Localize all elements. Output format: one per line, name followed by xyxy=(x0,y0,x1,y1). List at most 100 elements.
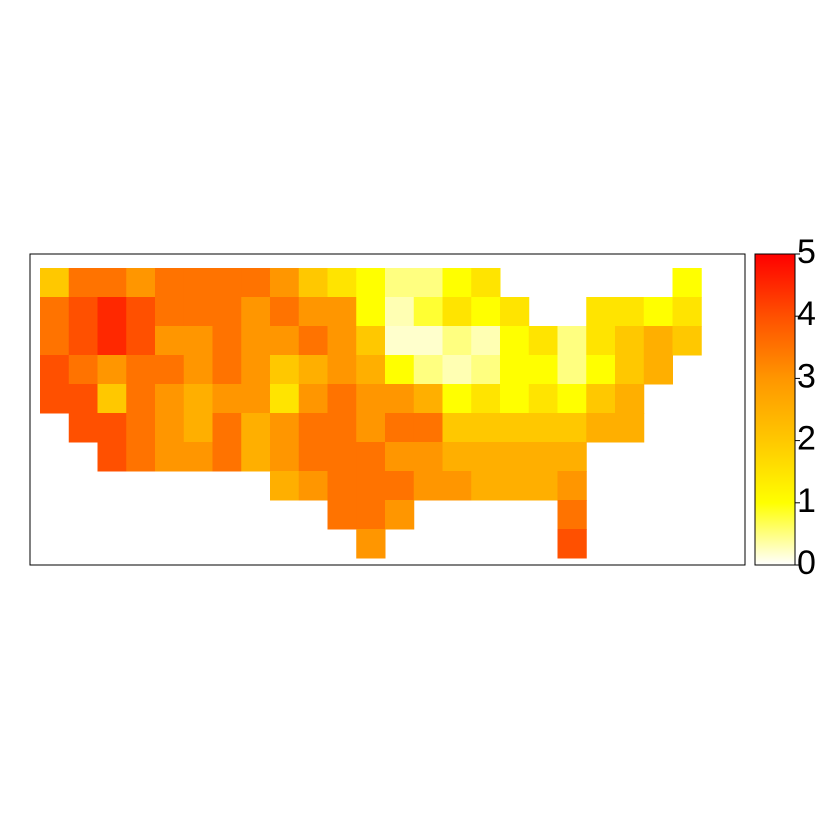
map-cell xyxy=(442,355,472,385)
map-cell xyxy=(40,297,70,327)
map-cell xyxy=(97,268,127,298)
map-cell xyxy=(212,442,242,472)
map-cell xyxy=(442,297,472,327)
map-cell xyxy=(327,297,357,327)
map-cell xyxy=(241,442,271,472)
map-cell xyxy=(356,500,386,530)
map-cell xyxy=(40,326,70,356)
map-cell xyxy=(327,268,357,298)
map-cell xyxy=(557,413,587,443)
map-cells xyxy=(40,268,702,559)
map-cell xyxy=(385,413,415,443)
map-cell xyxy=(241,326,271,356)
map-cell xyxy=(471,413,501,443)
map-cell xyxy=(356,442,386,472)
map-cell xyxy=(183,268,213,298)
map-cell xyxy=(241,268,271,298)
map-cell xyxy=(126,326,156,356)
map-cell xyxy=(500,413,530,443)
map-cell xyxy=(615,384,645,414)
map-cell xyxy=(270,442,300,472)
map-cell xyxy=(471,471,501,501)
map-cell xyxy=(413,297,443,327)
map-cell xyxy=(212,355,242,385)
map-cell xyxy=(672,326,702,356)
map-cell xyxy=(126,268,156,298)
map-cell xyxy=(183,442,213,472)
map-cell xyxy=(155,442,185,472)
map-cell xyxy=(270,297,300,327)
map-frame xyxy=(29,253,746,566)
map-cell xyxy=(385,384,415,414)
map-cell xyxy=(471,355,501,385)
map-cell xyxy=(586,326,616,356)
map-cell xyxy=(126,355,156,385)
map-cell xyxy=(40,268,70,298)
map-cell xyxy=(270,471,300,501)
map-cell xyxy=(557,355,587,385)
map-cell xyxy=(528,471,558,501)
map-cell xyxy=(212,268,242,298)
colorbar xyxy=(755,254,795,565)
map-cell xyxy=(126,442,156,472)
map-cell xyxy=(183,355,213,385)
map-cell xyxy=(413,442,443,472)
map-cell xyxy=(557,529,587,559)
map-cell xyxy=(298,326,328,356)
map-cell xyxy=(471,268,501,298)
map-cell xyxy=(356,413,386,443)
map-cell xyxy=(586,297,616,327)
map-cell xyxy=(672,297,702,327)
map-cell xyxy=(298,413,328,443)
map-cell xyxy=(356,326,386,356)
map-cell xyxy=(413,355,443,385)
map-cell xyxy=(68,297,98,327)
map-cell xyxy=(500,355,530,385)
map-cell xyxy=(40,384,70,414)
map-cell xyxy=(672,268,702,298)
map-cell xyxy=(442,326,472,356)
map-cell xyxy=(615,413,645,443)
map-cell xyxy=(528,413,558,443)
map-cell xyxy=(97,355,127,385)
colorbar-frame xyxy=(754,253,796,566)
map-cell xyxy=(586,384,616,414)
map-cell xyxy=(68,355,98,385)
colorbar-tick-label: 3 xyxy=(797,357,816,395)
map-cell xyxy=(385,442,415,472)
map-cell xyxy=(298,384,328,414)
map-cell xyxy=(155,297,185,327)
map-cell xyxy=(528,326,558,356)
map-cell xyxy=(327,471,357,501)
map-cell xyxy=(298,355,328,385)
map-cell xyxy=(643,355,673,385)
map-cell xyxy=(327,413,357,443)
map-cell xyxy=(500,471,530,501)
map-cell xyxy=(643,326,673,356)
map-cell xyxy=(413,268,443,298)
map-cell xyxy=(557,471,587,501)
colorbar-tick-label: 0 xyxy=(797,544,816,582)
map-cell xyxy=(212,384,242,414)
map-cell xyxy=(385,471,415,501)
map-cell xyxy=(356,384,386,414)
map-cell xyxy=(126,413,156,443)
map-cell xyxy=(270,355,300,385)
map-cell xyxy=(385,268,415,298)
map-cell xyxy=(557,500,587,530)
map-cell xyxy=(356,268,386,298)
map-cell xyxy=(241,413,271,443)
map-cell xyxy=(615,326,645,356)
map-cell xyxy=(615,355,645,385)
map-cell xyxy=(68,413,98,443)
map-cell xyxy=(183,297,213,327)
map-cell xyxy=(298,297,328,327)
map-cell xyxy=(212,326,242,356)
map-cell xyxy=(327,355,357,385)
map-cell xyxy=(270,268,300,298)
map-cell xyxy=(68,326,98,356)
map-cell xyxy=(327,384,357,414)
map-cell xyxy=(471,297,501,327)
map-cell xyxy=(183,384,213,414)
